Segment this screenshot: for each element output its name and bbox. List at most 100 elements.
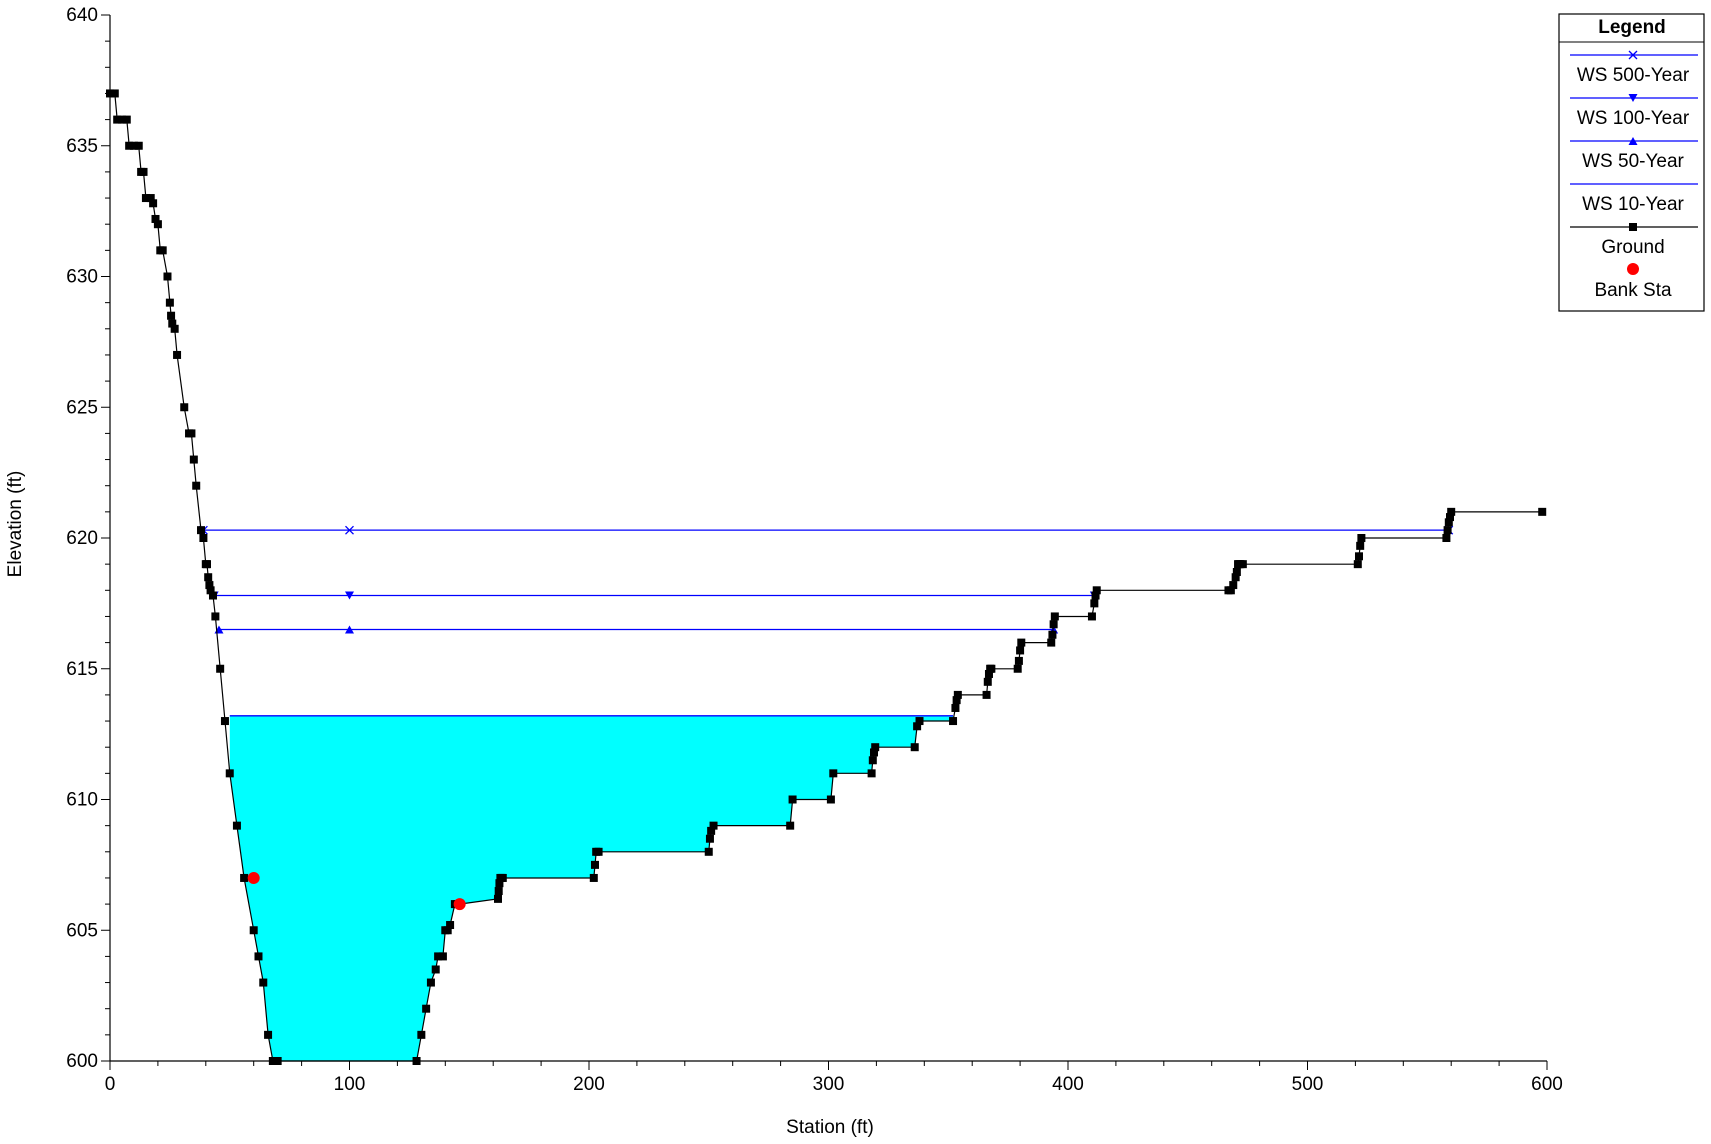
ground-point: [158, 246, 167, 255]
ground-point: [232, 821, 241, 830]
x-tick-label: 400: [1052, 1074, 1084, 1095]
ground-point: [829, 769, 838, 778]
legend-marker: [1628, 50, 1638, 60]
ground-point: [443, 926, 452, 935]
ground-point: [707, 826, 716, 835]
ground-point: [1050, 612, 1059, 621]
ground-point: [113, 115, 122, 124]
ground-point: [1226, 586, 1235, 595]
x-tick-label: 600: [1531, 1074, 1563, 1095]
ground-point: [151, 214, 160, 223]
ground-point: [165, 298, 174, 307]
ground-point: [225, 769, 234, 778]
ground-point: [205, 581, 214, 590]
ground-point: [197, 526, 206, 535]
ground-point: [590, 860, 599, 869]
ground-point: [952, 696, 961, 705]
y-tick-label: 600: [66, 1051, 98, 1072]
legend-items: WS 500-Year WS 100-Year WS 50-Year WS 10-Ye…: [1570, 50, 1698, 301]
ground-point: [949, 717, 958, 726]
y-tick-label: 620: [66, 528, 98, 549]
ground-point: [122, 115, 131, 124]
ground-point: [1232, 567, 1241, 576]
ground-point: [1353, 560, 1362, 569]
ground-point: [1443, 526, 1452, 535]
ground-point: [153, 220, 162, 229]
x-tick-label: 200: [573, 1074, 605, 1095]
ground-point: [259, 978, 268, 987]
ground-point: [117, 115, 126, 124]
ground-point: [498, 873, 507, 882]
ground-point: [167, 311, 176, 320]
bank-station-1: [453, 898, 466, 911]
ground-point: [786, 821, 795, 830]
ground-point: [110, 89, 119, 98]
ground-point: [180, 403, 189, 412]
legend-item: WS 100-Year: [1570, 94, 1698, 129]
y-tick-label: 635: [66, 136, 98, 157]
ground-point: [187, 429, 196, 438]
x-tick-label: 0: [105, 1074, 116, 1095]
x-tick-label: 300: [813, 1074, 845, 1095]
bank-station-0: [247, 871, 260, 884]
legend-box: [1558, 13, 1705, 312]
ground-point: [264, 1030, 273, 1039]
ground-point: [871, 743, 880, 752]
ground-point: [1092, 586, 1101, 595]
ground-point: [1090, 599, 1099, 608]
ground-point: [1017, 638, 1026, 647]
legend-label: WS 100-Year: [1577, 108, 1690, 129]
x-tick-label: 100: [334, 1074, 366, 1095]
legend-item: Ground: [1570, 223, 1698, 258]
ground-point: [1447, 507, 1456, 516]
y-axis-label: Elevation (ft): [5, 471, 26, 578]
ground-point: [129, 141, 138, 150]
ws-marker-0-1: [345, 525, 354, 535]
ground-point: [494, 887, 503, 896]
ground-point: [1013, 664, 1022, 673]
ground-point: [1014, 656, 1023, 665]
ws-marker-2-1: [345, 625, 354, 634]
ground-point: [139, 167, 148, 176]
ground-point: [168, 319, 177, 328]
ground-point: [254, 952, 263, 961]
ground-point: [1087, 612, 1096, 621]
ground-point: [149, 199, 158, 208]
x-axis-label: Station (ft): [786, 1117, 874, 1138]
legend-label: WS 500-Year: [1577, 65, 1690, 86]
ground-point: [704, 847, 713, 856]
ground-point: [1231, 573, 1240, 582]
ground-point: [208, 591, 217, 600]
ground-point: [1016, 646, 1025, 655]
ground-point: [1356, 541, 1365, 550]
ground-point: [141, 194, 150, 203]
ground-point: [983, 677, 992, 686]
ground-point: [199, 534, 208, 542]
ground-point: [1238, 560, 1247, 569]
ground-point: [192, 481, 201, 490]
legend-label: Bank Sta: [1594, 280, 1672, 301]
legend-item: Bank Sta: [1594, 263, 1672, 301]
ground-point: [134, 141, 143, 150]
ground-point: [422, 1004, 431, 1013]
legend-ground-marker: [1629, 223, 1637, 231]
ground-point: [206, 586, 215, 595]
ground-point: [1538, 507, 1547, 516]
ground-point: [163, 272, 172, 281]
legend-title: Legend: [1598, 17, 1666, 38]
ground-point: [915, 717, 924, 726]
legend-item: WS 10-Year: [1570, 183, 1698, 215]
ground-point: [202, 560, 211, 569]
ground-point: [446, 921, 455, 930]
ground-point: [868, 756, 877, 765]
ground-point: [913, 722, 922, 731]
ground-point: [170, 324, 179, 333]
ground-point: [709, 821, 718, 830]
ground-point: [594, 847, 603, 856]
ground-point: [204, 573, 213, 582]
ground-point: [705, 834, 714, 843]
x-tick-label: 500: [1292, 1074, 1324, 1095]
ground-point: [189, 455, 198, 464]
